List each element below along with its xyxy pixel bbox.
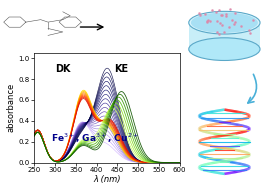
Ellipse shape [189,38,260,60]
Ellipse shape [189,11,260,34]
Ellipse shape [191,12,258,33]
Text: KE: KE [114,64,129,74]
Polygon shape [189,23,260,49]
Text: DK: DK [56,64,71,74]
Text: Fe$^{3+}$, Ga$^{3+}$, Cu$^{2+}$: Fe$^{3+}$, Ga$^{3+}$, Cu$^{2+}$ [51,132,139,145]
X-axis label: λ (nm): λ (nm) [93,175,121,184]
Y-axis label: absorbance: absorbance [6,83,15,132]
